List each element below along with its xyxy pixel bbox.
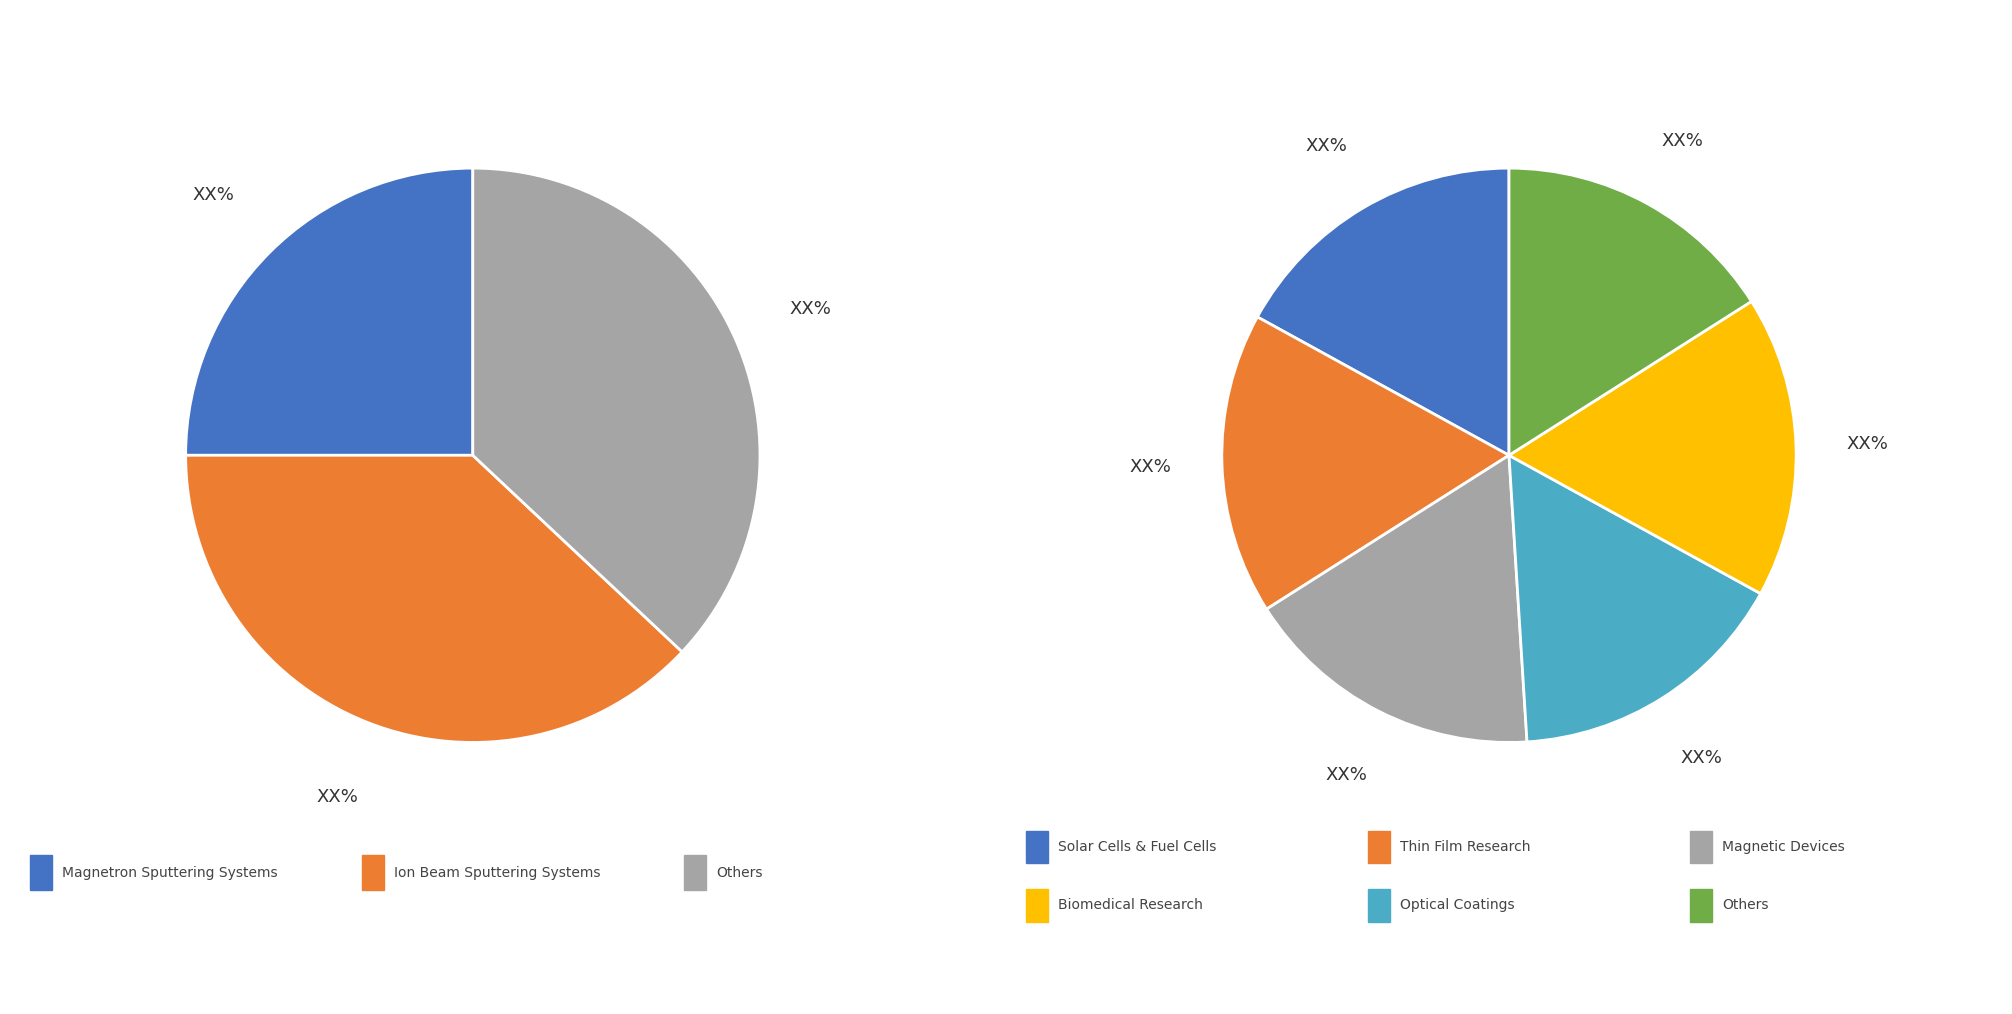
Wedge shape bbox=[1509, 168, 1752, 455]
Text: Fig. Global Sputtering Systems Market Share by Product Types & Application: Fig. Global Sputtering Systems Market Sh… bbox=[24, 41, 926, 65]
Text: Magnetic Devices: Magnetic Devices bbox=[1722, 840, 1845, 854]
Text: Email: sales@theindustrystats.com: Email: sales@theindustrystats.com bbox=[724, 965, 1026, 980]
Bar bbox=[1368, 830, 1390, 863]
Bar bbox=[684, 855, 706, 890]
Text: XX%: XX% bbox=[1326, 767, 1366, 784]
Text: XX%: XX% bbox=[1847, 435, 1889, 453]
Text: Biomedical Research: Biomedical Research bbox=[1058, 898, 1203, 913]
Bar bbox=[1690, 889, 1712, 922]
Bar bbox=[1368, 889, 1390, 922]
Wedge shape bbox=[1221, 317, 1509, 609]
Bar bbox=[1026, 830, 1048, 863]
Text: XX%: XX% bbox=[1680, 749, 1722, 768]
Bar bbox=[1026, 889, 1048, 922]
Text: Solar Cells & Fuel Cells: Solar Cells & Fuel Cells bbox=[1058, 840, 1217, 854]
Wedge shape bbox=[473, 168, 761, 652]
Text: XX%: XX% bbox=[1662, 132, 1702, 150]
Text: XX%: XX% bbox=[1306, 137, 1348, 155]
Text: Optical Coatings: Optical Coatings bbox=[1400, 898, 1515, 913]
Text: XX%: XX% bbox=[191, 187, 233, 205]
Bar bbox=[30, 855, 52, 890]
Text: Thin Film Research: Thin Film Research bbox=[1400, 840, 1531, 854]
Bar bbox=[362, 855, 384, 890]
Wedge shape bbox=[1509, 455, 1760, 742]
Text: Others: Others bbox=[1722, 898, 1769, 913]
Text: Ion Beam Sputtering Systems: Ion Beam Sputtering Systems bbox=[394, 866, 602, 879]
Wedge shape bbox=[1258, 168, 1509, 455]
Text: XX%: XX% bbox=[316, 788, 358, 806]
Bar bbox=[1690, 830, 1712, 863]
Wedge shape bbox=[185, 168, 473, 455]
Text: XX%: XX% bbox=[1129, 457, 1171, 476]
Text: XX%: XX% bbox=[789, 300, 831, 318]
Wedge shape bbox=[185, 455, 682, 742]
Text: Website: www.theindustrystats.com: Website: www.theindustrystats.com bbox=[1449, 965, 1760, 980]
Text: Magnetron Sputtering Systems: Magnetron Sputtering Systems bbox=[62, 866, 278, 879]
Text: Others: Others bbox=[716, 866, 763, 879]
Wedge shape bbox=[1509, 301, 1797, 593]
Wedge shape bbox=[1266, 455, 1527, 742]
Text: Source: Theindustrystats Analysis: Source: Theindustrystats Analysis bbox=[20, 965, 314, 980]
